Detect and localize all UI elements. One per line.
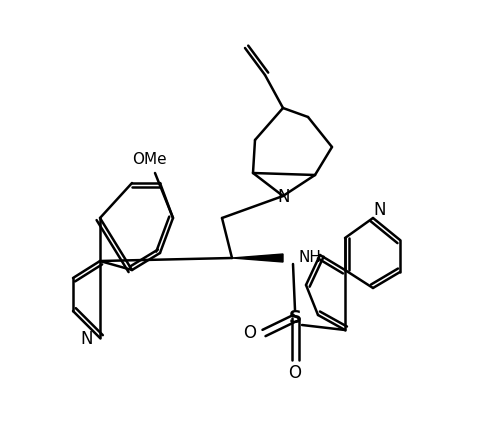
Text: S: S <box>288 309 301 327</box>
Text: OMe: OMe <box>131 152 167 166</box>
Text: NH: NH <box>298 249 321 265</box>
Text: N: N <box>278 188 290 206</box>
Text: N: N <box>374 201 386 219</box>
Text: O: O <box>288 364 301 382</box>
Text: N: N <box>81 330 93 348</box>
Text: O: O <box>244 324 257 342</box>
Polygon shape <box>232 254 283 262</box>
